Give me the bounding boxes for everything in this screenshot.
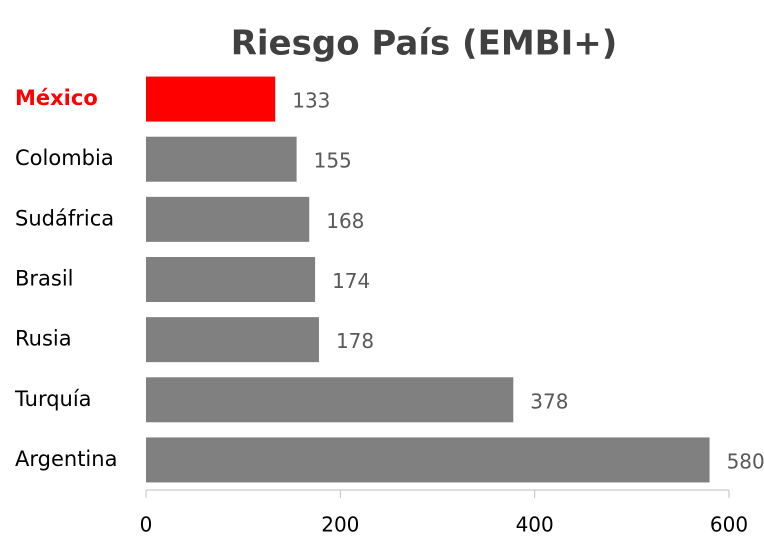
y-tick-label: Turquía [14,387,92,411]
y-tick-label: México [15,86,98,110]
y-tick-label: Sudáfrica [15,206,114,230]
chart-title: Riesgo País (EMBI+) [231,24,618,64]
value-label: 580 [727,449,764,473]
y-tick-label: Brasil [15,267,74,291]
value-label: 168 [326,209,364,233]
y-tick-label: Argentina [15,447,117,471]
value-label: 178 [336,329,374,353]
x-tick-label: 200 [321,513,359,537]
x-tick-label: 400 [516,513,554,537]
value-label: 155 [314,149,352,173]
bar [146,257,316,302]
bar [146,76,276,122]
bar [146,136,297,182]
bar [146,377,514,423]
x-tick-label: 0 [140,513,153,537]
y-tick-label: Colombia [15,146,114,170]
bar [146,317,319,363]
x-tick-label: 600 [710,513,748,537]
value-label: 133 [292,89,330,113]
bar [146,437,710,483]
value-label: 174 [332,269,370,293]
bar [146,196,310,242]
value-label: 378 [530,389,568,413]
y-tick-label: Rusia [15,327,72,351]
